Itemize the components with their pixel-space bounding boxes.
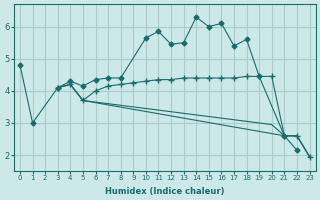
X-axis label: Humidex (Indice chaleur): Humidex (Indice chaleur) [105,187,225,196]
